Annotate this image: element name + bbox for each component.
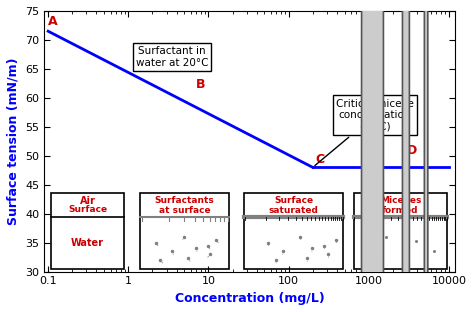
- Text: Surfactants
at surface: Surfactants at surface: [155, 196, 214, 215]
- Circle shape: [424, 0, 428, 312]
- Bar: [244, 193, 343, 269]
- Text: A: A: [48, 15, 58, 28]
- Text: Critical micelle
concentration
(CMC): Critical micelle concentration (CMC): [315, 99, 414, 166]
- Text: Micelles
formed: Micelles formed: [380, 196, 421, 215]
- Text: D: D: [407, 144, 417, 157]
- Text: B: B: [196, 79, 206, 91]
- X-axis label: Concentration (mg/L): Concentration (mg/L): [175, 292, 325, 305]
- Text: Surface
saturated: Surface saturated: [269, 196, 319, 215]
- Text: C: C: [315, 153, 324, 166]
- Bar: [354, 193, 447, 269]
- Circle shape: [402, 0, 410, 312]
- Circle shape: [362, 0, 383, 312]
- Y-axis label: Surface tension (mN/m): Surface tension (mN/m): [7, 57, 20, 225]
- Bar: [140, 193, 229, 269]
- Text: Surface: Surface: [68, 205, 107, 214]
- Bar: [52, 193, 124, 269]
- Text: Air: Air: [80, 196, 96, 206]
- Text: Water: Water: [71, 238, 104, 248]
- Text: Surfactant in
water at 20°C: Surfactant in water at 20°C: [136, 46, 208, 68]
